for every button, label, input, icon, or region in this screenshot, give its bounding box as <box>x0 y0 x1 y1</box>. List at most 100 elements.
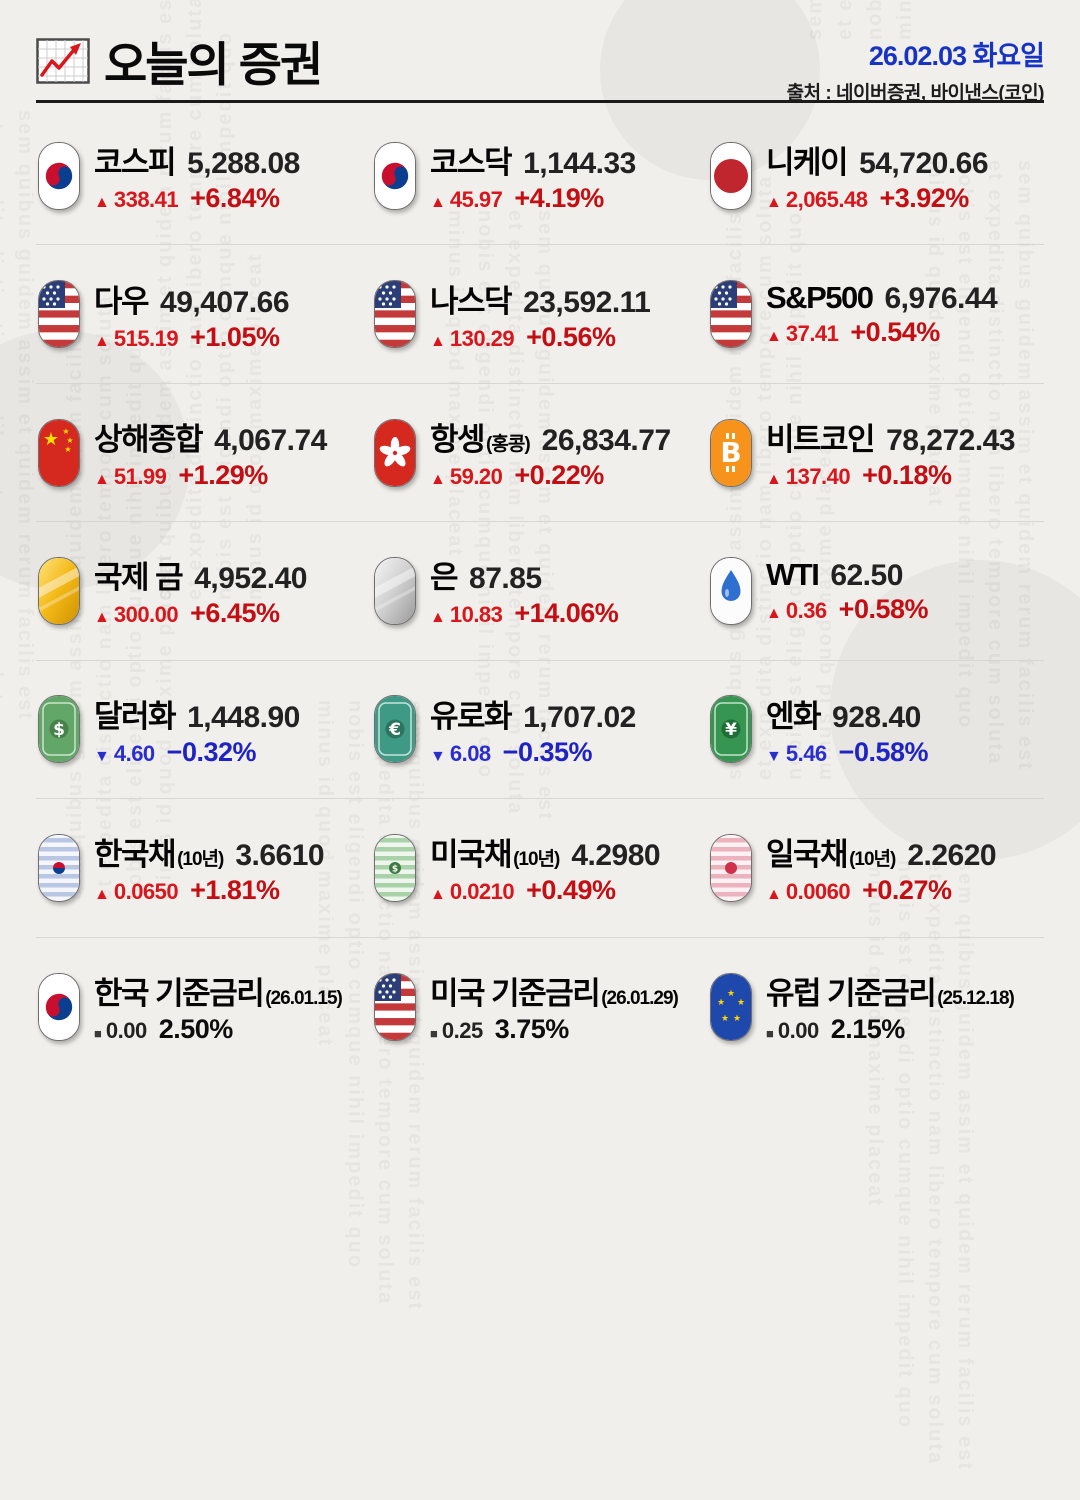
item-value: 4,952.40 <box>194 562 307 596</box>
item-info: 미국 기준금리 (26.01.29) ■ 0.25 3.75% <box>430 968 679 1045</box>
change-arrow: ▲ <box>430 332 446 350</box>
market-item: 다우 49,407.66 ▲ 515.19 +1.05% <box>36 245 372 384</box>
item-info: 니케이 54,720.66 ▲ 2,065.48 +3.92% <box>766 137 989 214</box>
item-suffix: (10년) <box>177 849 224 871</box>
item-info: 항셍 (홍콩) 26,834.77 ▲ 59.20 +0.22% <box>430 414 671 491</box>
item-info: 엔화 928.40 ▼ 5.46 −0.58% <box>766 691 929 768</box>
change-arrow: ■ <box>94 1026 102 1042</box>
us-flag-icon <box>710 280 752 349</box>
svg-text:€: € <box>388 720 401 740</box>
change-percent: +1.29% <box>178 460 268 491</box>
item-value: 62.50 <box>830 558 903 592</box>
us-flag-icon <box>374 280 416 349</box>
change-percent: 2.50% <box>158 1014 234 1045</box>
market-item: 미국 기준금리 (26.01.29) ■ 0.25 3.75% <box>372 938 708 1076</box>
item-info: S&P500 6,976.44 ▲ 37.41 +0.54% <box>766 280 998 348</box>
svg-text:★: ★ <box>727 989 735 999</box>
market-item: 은 87.85 ▲ 10.83 +14.06% <box>372 522 708 661</box>
item-info: 유럽 기준금리 (25.12.18) ■ 0.00 2.15% <box>766 968 1015 1045</box>
svg-text:★: ★ <box>733 1014 741 1024</box>
market-grid: 코스피 5,288.08 ▲ 338.41 +6.84% 코스닥 1,144.33… <box>36 107 1044 1076</box>
change-arrow: ■ <box>430 1026 438 1042</box>
change-arrow: ▲ <box>430 609 446 627</box>
change-percent: +6.84% <box>190 183 280 214</box>
svg-text:★: ★ <box>66 436 73 445</box>
euro-bill-icon: € <box>374 695 416 764</box>
item-value: 928.40 <box>832 700 921 734</box>
item-value: 49,407.66 <box>160 285 290 319</box>
change-arrow: ▼ <box>430 747 446 765</box>
item-name: 니케이 <box>766 145 849 181</box>
item-name: 엔화 <box>766 698 822 734</box>
item-value: 54,720.66 <box>859 147 989 181</box>
change-percent: −0.58% <box>838 736 929 767</box>
market-item: ★ ★ ★ ★ 상해종합 4,067.74 ▲ 51.99 +1.29% <box>36 384 372 523</box>
item-suffix: (26.01.29) <box>601 988 679 1010</box>
item-name: 나스닥 <box>430 283 513 319</box>
korea-flag-icon <box>38 141 80 210</box>
market-item: 코스닥 1,144.33 ▲ 45.97 +4.19% <box>372 107 708 246</box>
item-name: 국제 금 <box>94 560 184 596</box>
svg-text:★: ★ <box>717 998 725 1008</box>
svg-text:$: $ <box>53 720 65 740</box>
item-info: 한국 기준금리 (26.01.15) ■ 0.00 2.50% <box>94 968 343 1045</box>
market-item: 국제 금 4,952.40 ▲ 300.00 +6.45% <box>36 522 372 661</box>
item-name: 한국채 (10년) <box>94 837 224 873</box>
market-item: 나스닥 23,592.11 ▲ 130.29 +0.56% <box>372 245 708 384</box>
item-suffix: (10년) <box>513 849 560 871</box>
svg-text:★: ★ <box>721 1014 729 1024</box>
change-arrow: ▲ <box>430 194 446 212</box>
change-amount: 5.46 <box>785 740 827 766</box>
change-percent: 3.75% <box>494 1014 570 1045</box>
change-arrow: ▲ <box>94 886 110 904</box>
market-item: 한국채 (10년) 3.6610 ▲ 0.0650 +1.81% <box>36 799 372 938</box>
market-item: 항셍 (홍콩) 26,834.77 ▲ 59.20 +0.22% <box>372 384 708 523</box>
item-suffix: (26.01.15) <box>265 988 343 1010</box>
item-info: 국제 금 4,952.40 ▲ 300.00 +6.45% <box>94 552 307 629</box>
item-info: 코스닥 1,144.33 ▲ 45.97 +4.19% <box>430 137 636 214</box>
change-percent: +4.19% <box>514 183 604 214</box>
change-amount: 37.41 <box>785 321 839 347</box>
item-info: 나스닥 23,592.11 ▲ 130.29 +0.56% <box>430 276 651 353</box>
item-value: 4,067.74 <box>214 424 327 458</box>
item-name: 미국 기준금리 (26.01.29) <box>430 976 679 1012</box>
market-item: B 비트코인 78,272.43 ▲ 137.40 +0.18% <box>708 384 1044 523</box>
korea-flag-icon <box>374 141 416 210</box>
item-name: 은 <box>430 560 459 596</box>
item-info: 유로화 1,707.02 ▼ 6.08 −0.35% <box>430 691 636 768</box>
item-info: 한국채 (10년) 3.6610 ▲ 0.0650 +1.81% <box>94 829 325 906</box>
svg-text:★: ★ <box>43 429 59 450</box>
us-flag-icon <box>374 972 416 1041</box>
hongkong-flag-icon <box>374 418 416 487</box>
item-name: S&P500 <box>766 280 874 316</box>
item-name: 달러화 <box>94 698 177 734</box>
change-amount: 0.25 <box>441 1018 483 1044</box>
item-value: 1,144.33 <box>523 147 636 181</box>
header-source: 출처 : 네이버증권, 바이낸스(코인) <box>786 83 1045 104</box>
header-meta: 26.02.03 화요일 출처 : 네이버증권, 바이낸스(코인) <box>786 26 1045 105</box>
item-info: 다우 49,407.66 ▲ 515.19 +1.05% <box>94 276 290 353</box>
change-amount: 0.0210 <box>449 879 515 905</box>
silver-bar-icon <box>374 556 416 625</box>
item-value: 5,288.08 <box>187 147 300 181</box>
item-name: 코스닥 <box>430 145 513 181</box>
header: 오늘의 증권 26.02.03 화요일 출처 : 네이버증권, 바이낸스(코인) <box>36 26 1045 105</box>
dollar-bill-icon: $ <box>38 695 80 764</box>
item-info: 은 87.85 ▲ 10.83 +14.06% <box>430 552 619 629</box>
change-amount: 130.29 <box>449 325 515 351</box>
change-percent: +0.18% <box>862 460 952 491</box>
change-arrow: ▲ <box>430 886 446 904</box>
item-info: 일국채 (10년) 2.2620 ▲ 0.0060 +0.27% <box>766 829 997 906</box>
svg-text:B: B <box>720 436 741 469</box>
item-name: 미국채 (10년) <box>430 837 560 873</box>
change-arrow: ▲ <box>94 194 110 212</box>
svg-text:★: ★ <box>64 445 71 454</box>
item-value: 6,976.44 <box>884 282 998 316</box>
item-value: 26,834.77 <box>541 424 671 458</box>
china-flag-icon: ★ ★ ★ ★ <box>38 418 80 487</box>
item-value: 78,272.43 <box>886 424 1016 458</box>
market-item: WTI 62.50 ▲ 0.36 +0.58% <box>708 522 1044 661</box>
change-percent: +1.81% <box>190 875 280 906</box>
item-value: 3.6610 <box>235 839 325 873</box>
change-arrow: ▲ <box>94 332 110 350</box>
